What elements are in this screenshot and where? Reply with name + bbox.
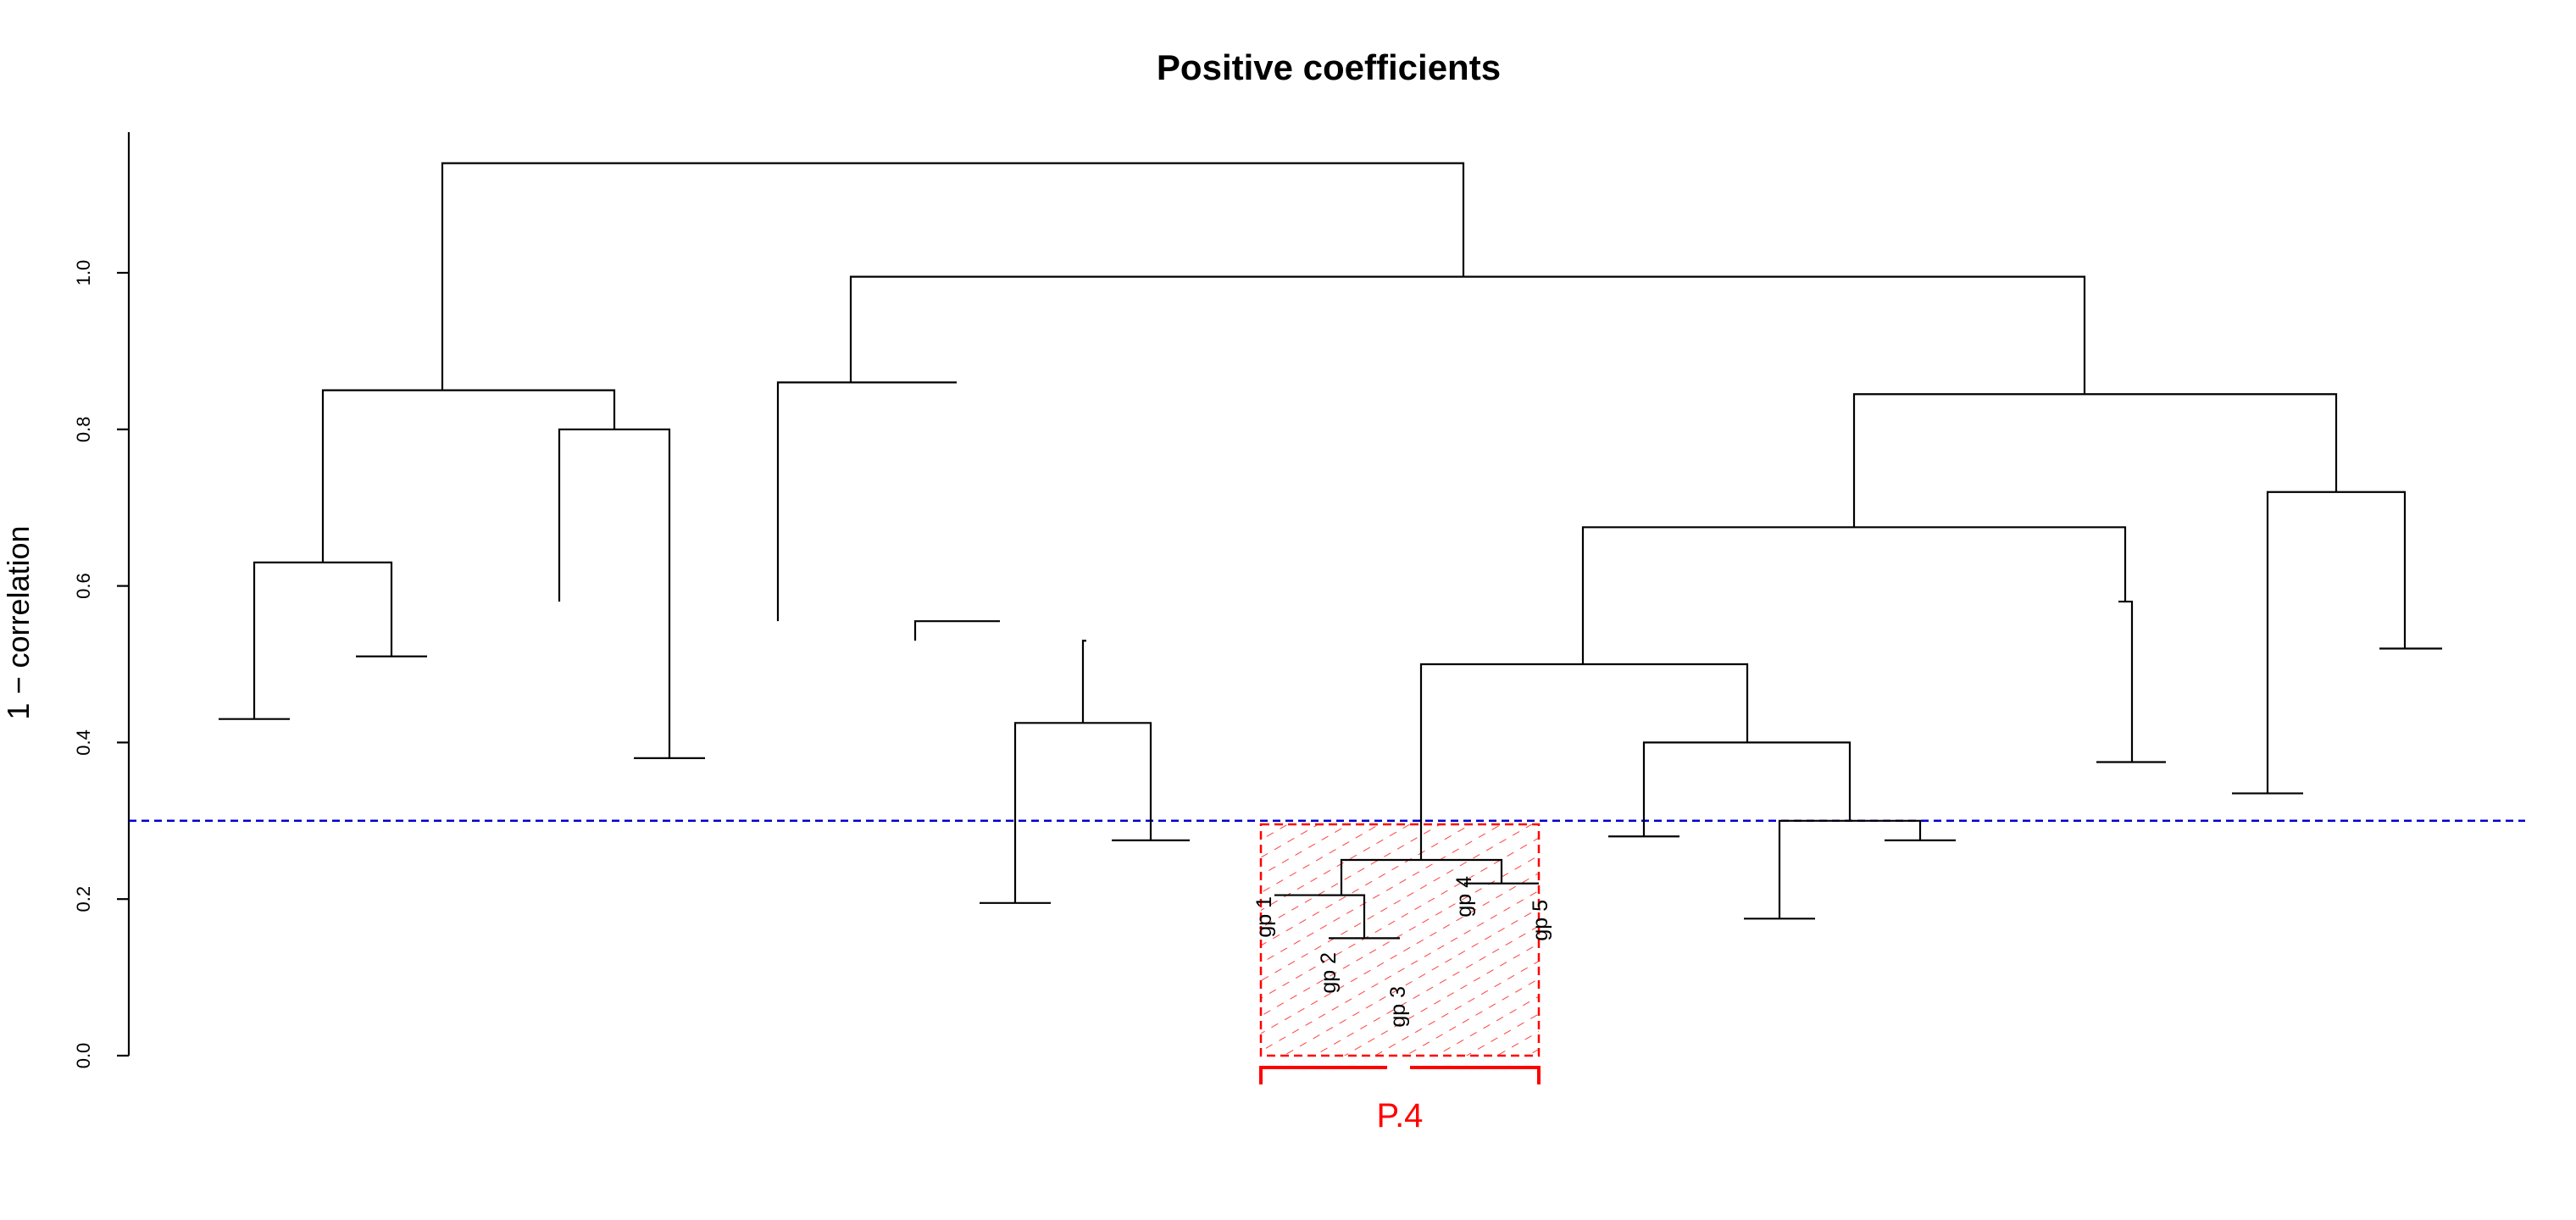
dendrogram-link	[1081, 640, 1086, 724]
leaf-label-gp4: gp 4	[1452, 876, 1476, 918]
y-tick-label: 0.2	[73, 886, 94, 912]
leaf-label-gp1: gp 1	[1252, 896, 1276, 938]
dendrogram-link	[1642, 741, 1852, 837]
y-axis-label: 1 − correlation	[1, 525, 36, 719]
dendrogram-link	[558, 428, 671, 758]
y-tick-label: 0.0	[73, 1043, 94, 1069]
y-axis: 0.0 0.2 0.4 0.6 0.8 1.0	[73, 132, 130, 1069]
y-axis-ticks: 0.0 0.2 0.4 0.6 0.8 1.0	[73, 260, 129, 1069]
leaf-label-gp2: gp 2	[1317, 952, 1341, 994]
chart-title: Positive coefficients	[1157, 47, 1501, 87]
highlighted-cluster-region: P.4	[1259, 823, 1541, 1134]
highlight-hatch-fill	[1261, 824, 1539, 1056]
highlight-border	[1259, 823, 1541, 1057]
dendrogram-link	[2266, 491, 2407, 794]
y-tick-label: 0.8	[73, 417, 94, 443]
dendrogram-link	[1013, 722, 1152, 903]
dendrogram-link	[1778, 819, 1922, 919]
dendrogram-branches	[219, 162, 2442, 940]
y-tick-label: 1.0	[73, 260, 94, 286]
dendrogram-link	[1852, 393, 2338, 528]
dendrogram-link	[2118, 600, 2134, 762]
dendrogram-link	[849, 275, 2086, 395]
dendrogram-link	[441, 162, 1465, 391]
leaf-labels: gp 1 gp 2 gp 3 gp 4 gp 5	[1252, 876, 1552, 1028]
dendrogram-link	[321, 389, 616, 563]
leaf-label-gp3: gp 3	[1386, 986, 1410, 1028]
dendrogram-link	[913, 620, 1000, 641]
dendrogram-link	[1419, 663, 1749, 860]
dendrogram-link	[1581, 526, 2127, 664]
highlight-bracket-right	[1410, 1066, 1541, 1084]
dendrogram-link	[253, 561, 393, 719]
highlight-bracket-left	[1259, 1066, 1387, 1084]
dendrogram-link	[776, 381, 957, 622]
y-tick-label: 0.6	[73, 573, 94, 599]
y-tick-label: 0.4	[73, 729, 94, 756]
dendrogram-link	[1319, 894, 1366, 939]
highlight-label: P.4	[1377, 1097, 1424, 1134]
leaf-label-gp5: gp 5	[1529, 900, 1552, 941]
